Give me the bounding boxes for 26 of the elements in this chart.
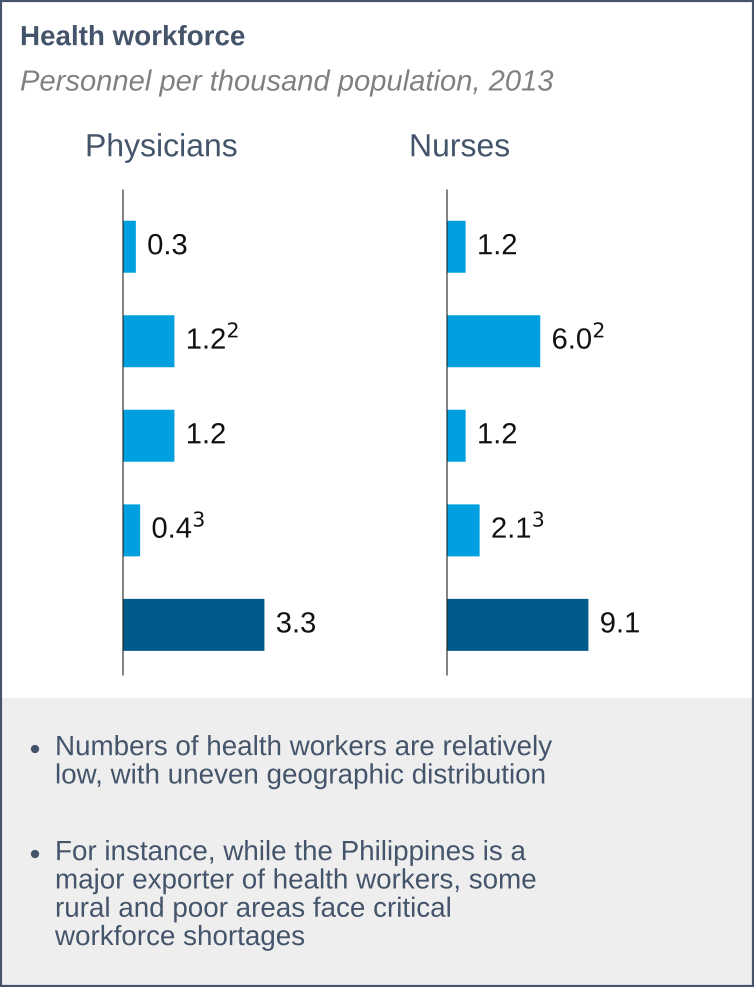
chart-title: Nurses — [412, 134, 510, 157]
data-label: 6.0$^{2}$ — [553, 322, 604, 349]
chart-title: Physicians — [88, 133, 237, 163]
bar — [447, 598, 588, 651]
bar — [447, 504, 480, 556]
data-label: 1.2 — [479, 422, 516, 444]
data-label: 1.2 — [479, 234, 516, 254]
data-label: 1.2$^{2}$ — [188, 322, 238, 349]
bar — [123, 410, 174, 462]
bar — [123, 598, 264, 651]
bar — [447, 220, 466, 273]
bar — [447, 410, 466, 462]
bar — [123, 315, 174, 368]
data-label: 1.2 — [188, 422, 225, 444]
data-label: 0.4$^{3}$ — [152, 511, 204, 538]
bar — [447, 315, 540, 368]
text: Personnel per thousand population, 2013 — [20, 69, 554, 97]
text: For instance, while the Philippines is a major exporter of health workers, some rural and poor areas face critical workforce shortages — [54, 840, 536, 951]
bar — [123, 504, 140, 556]
data-label: 3.3 — [276, 612, 316, 633]
data-label: 2.1$^{3}$ — [492, 511, 544, 538]
data-label: 0.3 — [148, 234, 186, 255]
text: Health workforce — [22, 25, 244, 46]
text: Numbers of health workers are relatively low, with uneven geographic distribution — [56, 735, 552, 790]
bar — [123, 220, 136, 273]
data-label: 9.1 — [601, 612, 639, 633]
